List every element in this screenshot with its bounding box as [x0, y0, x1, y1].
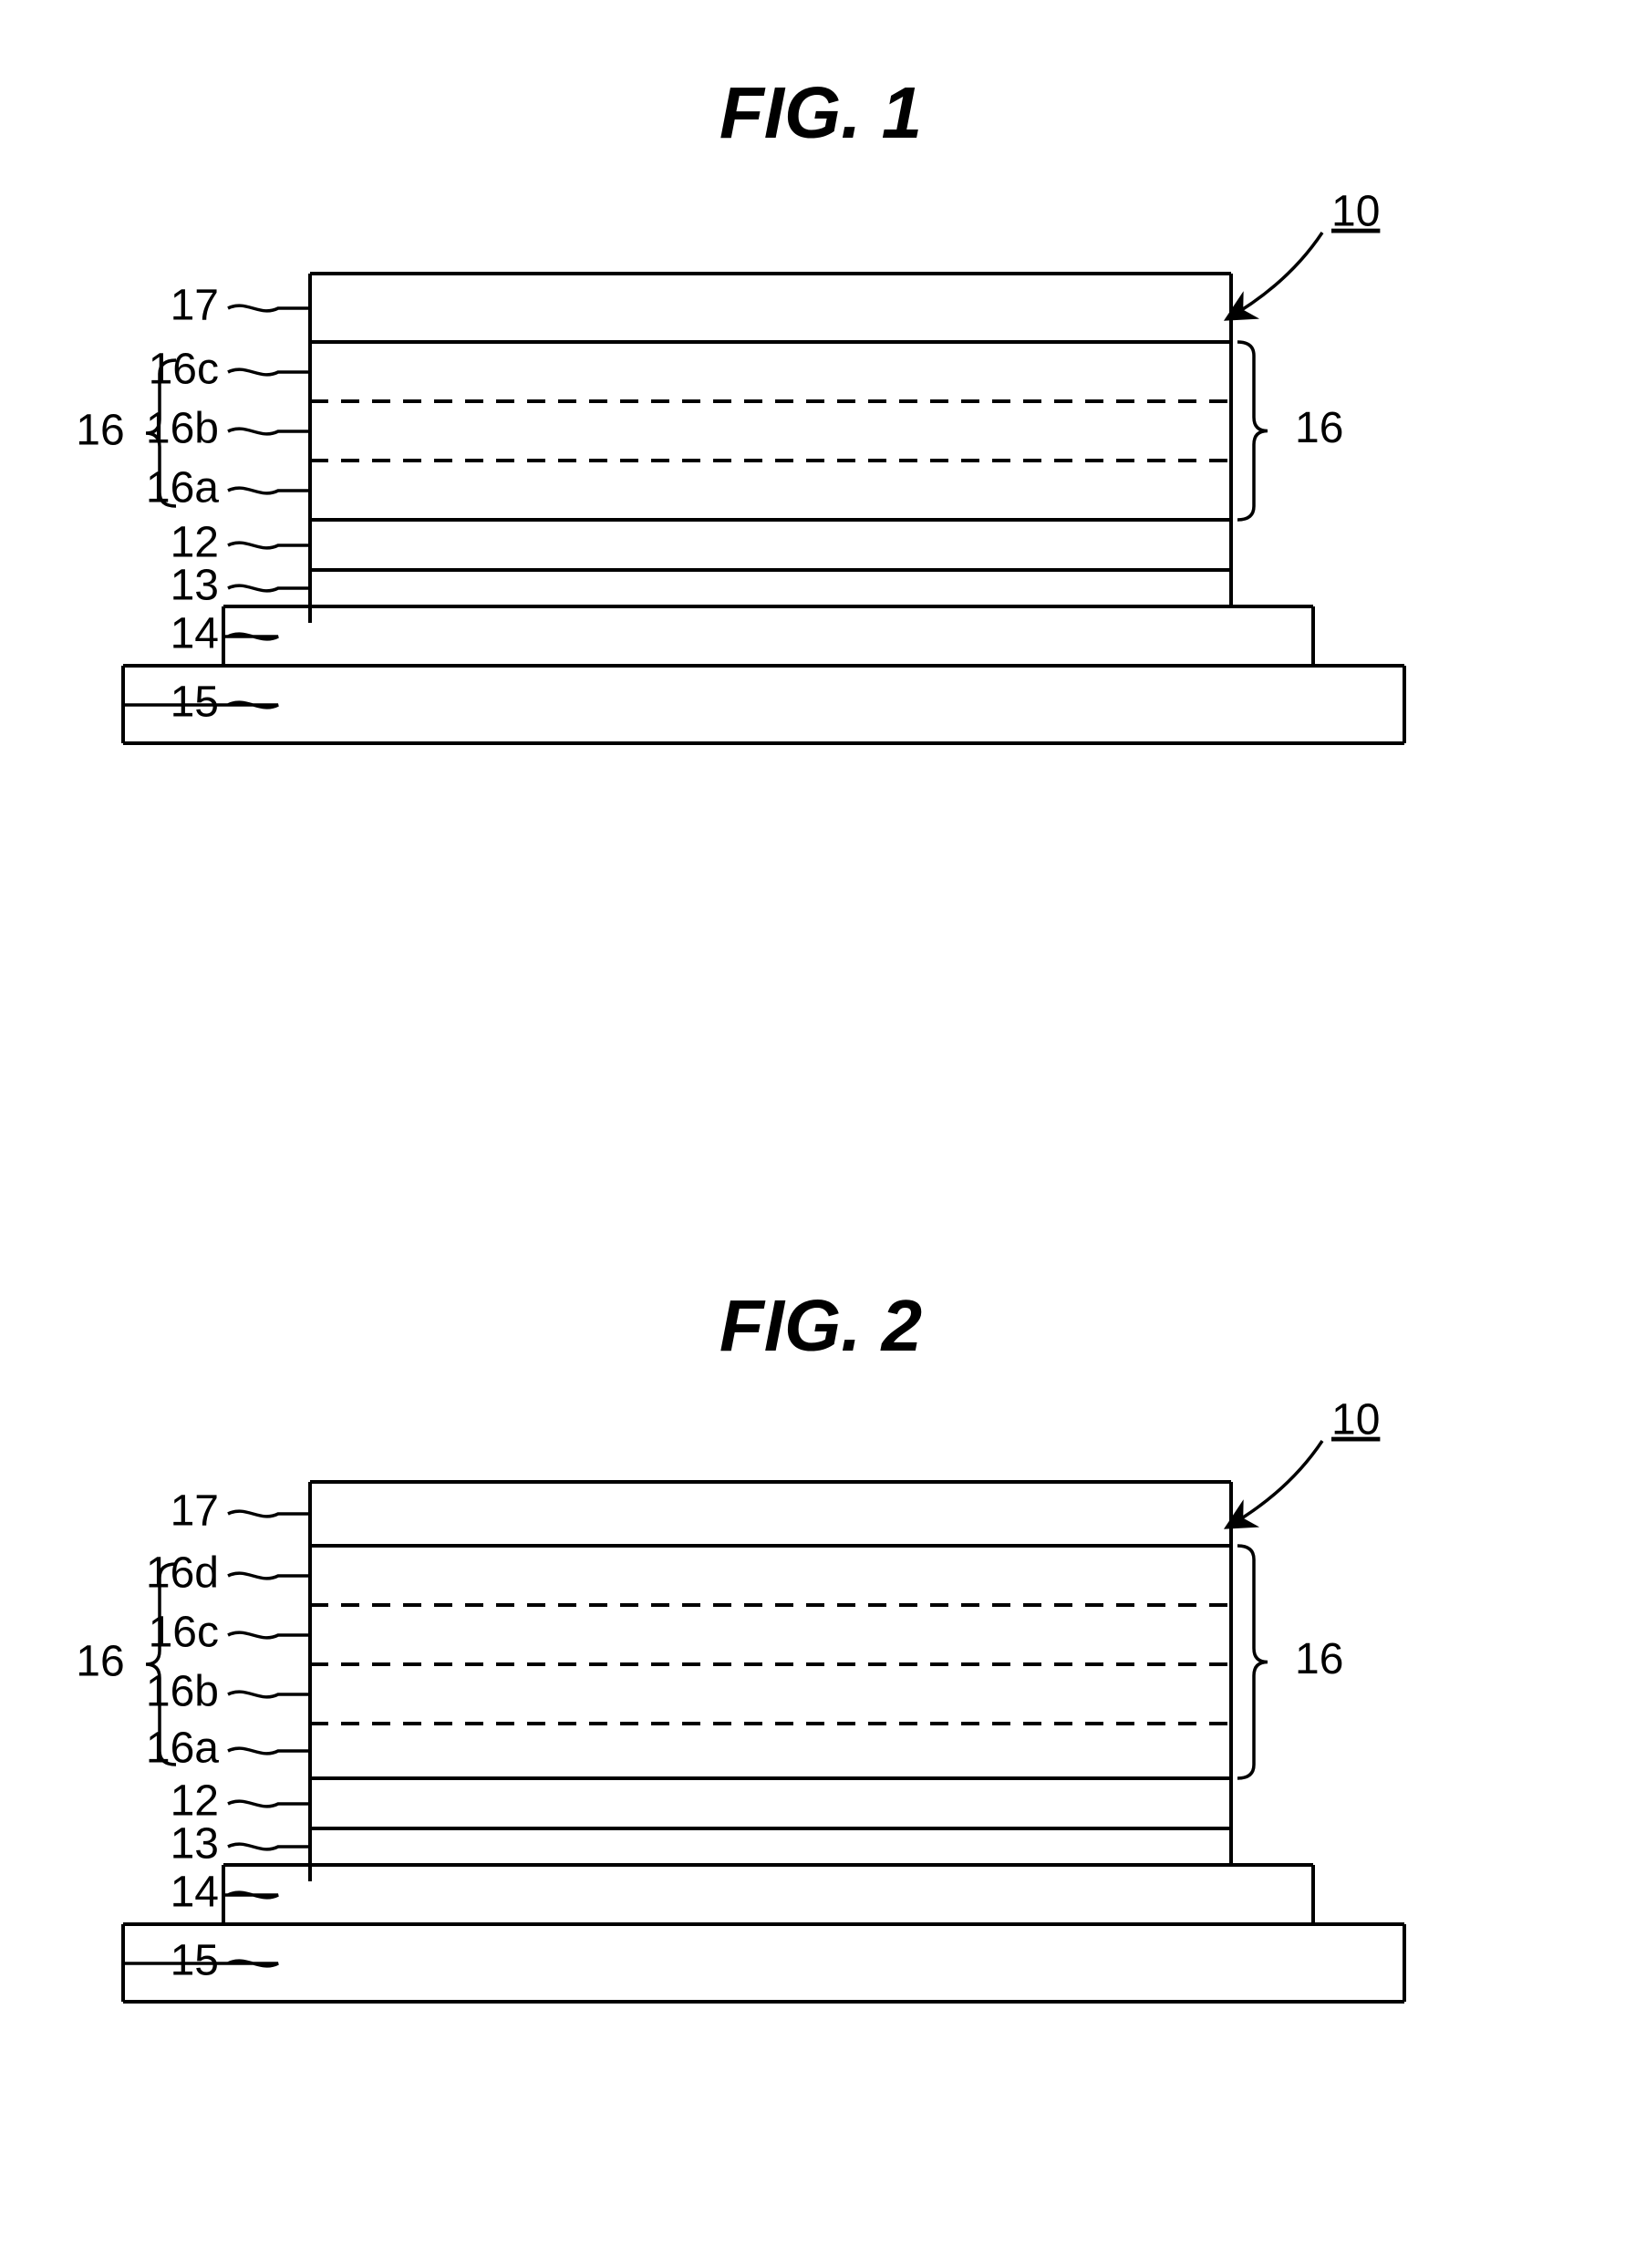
layer-label: 16a — [146, 464, 219, 513]
layer-label: 12 — [171, 1777, 219, 1826]
layer-label: 16b — [146, 1668, 219, 1716]
reference-numeral: 10 — [1331, 188, 1380, 236]
layer-label: 12 — [171, 519, 219, 567]
layer-label: 13 — [171, 1820, 219, 1869]
figure-title: FIG. 2 — [719, 1285, 922, 1366]
layer-label: 15 — [171, 678, 219, 727]
group-label-left: 16 — [76, 1638, 124, 1686]
layer-label: 17 — [171, 1487, 219, 1536]
layer-label: 14 — [171, 610, 219, 658]
figure-title: FIG. 1 — [719, 72, 922, 153]
figure: FIG. 21716d16c16b16a12131415161610 — [76, 1285, 1404, 2002]
group-label-right: 16 — [1295, 1635, 1343, 1683]
figure: FIG. 11716c16b16a12131415161610 — [76, 72, 1404, 743]
layer-label: 13 — [171, 562, 219, 610]
group-label-right: 16 — [1295, 404, 1343, 452]
layer-label: 16a — [146, 1724, 219, 1773]
layer-label: 17 — [171, 282, 219, 330]
group-label-left: 16 — [76, 407, 124, 455]
layer-label: 15 — [171, 1937, 219, 1985]
layer-label: 16d — [146, 1549, 219, 1598]
reference-numeral: 10 — [1331, 1396, 1380, 1445]
layer-label: 14 — [171, 1869, 219, 1917]
